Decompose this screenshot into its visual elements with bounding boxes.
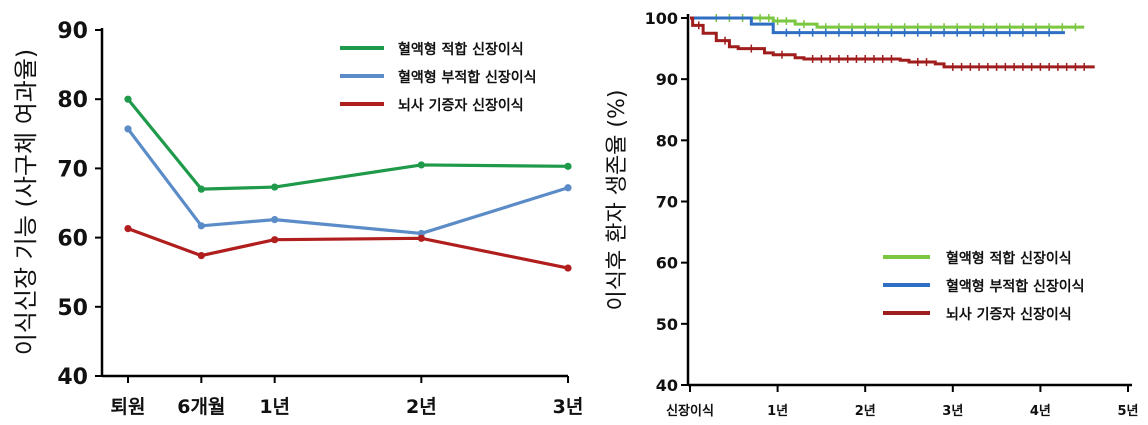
y-tick-label: 80 [57,88,88,113]
x-tick-label: 4년 [1030,404,1051,419]
y-tick-label: 60 [57,227,88,252]
x-tick-label: 1년 [767,404,788,419]
x-tick-label: 1년 [259,396,290,418]
y-tick-label: 50 [656,315,678,334]
data-point [124,225,132,233]
data-point [564,184,572,192]
y-tick-label: 70 [57,157,88,182]
data-point [197,222,205,230]
data-point [417,234,425,242]
y-tick-label: 60 [656,254,678,273]
x-tick-label: 퇴원 [111,396,146,418]
x-tick-label: 3년 [553,396,584,418]
legend-label: 혈액형 부적합 신장이식 [398,69,537,86]
y-tick-label: 80 [656,131,678,150]
x-tick-label: 6개월 [177,396,225,418]
y-tick-label: 90 [656,70,678,89]
data-point [124,95,132,103]
data-point [197,185,205,193]
data-point [271,183,279,191]
legend-label: 뇌사 기증자 신장이식 [946,306,1072,323]
series-line [127,227,569,270]
x-tick-label: 3년 [942,404,963,419]
y-tick-label: 100 [645,9,678,28]
data-point [271,216,279,224]
legend-label: 뇌사 기증자 신장이식 [398,97,524,114]
x-tick-label: 2년 [406,396,437,418]
data-point [417,161,425,169]
y-axis-label: 이식신장 기능 (사구체 여과율) [12,49,40,356]
y-tick-label: 40 [57,365,88,390]
y-tick-label: 50 [57,296,88,321]
legend-label: 혈액형 적합 신장이식 [946,250,1072,267]
y-tick-label: 40 [656,376,678,395]
data-point [197,251,205,260]
survival-curve [690,16,1085,29]
y-tick-label: 90 [57,19,88,44]
x-tick-label: 신장이식 [666,403,714,419]
legend-label: 혈액형 부적합 신장이식 [946,278,1085,295]
survival-curve [690,16,1095,69]
y-tick-label: 70 [656,193,678,212]
x-tick-label: 2년 [855,404,876,419]
legend-label: 혈액형 적합 신장이식 [398,41,524,58]
survival-curve [690,16,1065,35]
data-point [271,236,279,244]
data-point [564,264,572,272]
chart-patient-survival: 40 50 60 70 80 90 100 신장이식 1년 2년 3년 4년 5년 혈액형 적합 신장이… [605,9,1139,419]
data-point [124,125,132,133]
data-point [564,162,572,170]
y-axis-label: 이식후 환자 생존율 (%) [605,90,630,311]
x-tick-label: 5년 [1117,404,1138,419]
